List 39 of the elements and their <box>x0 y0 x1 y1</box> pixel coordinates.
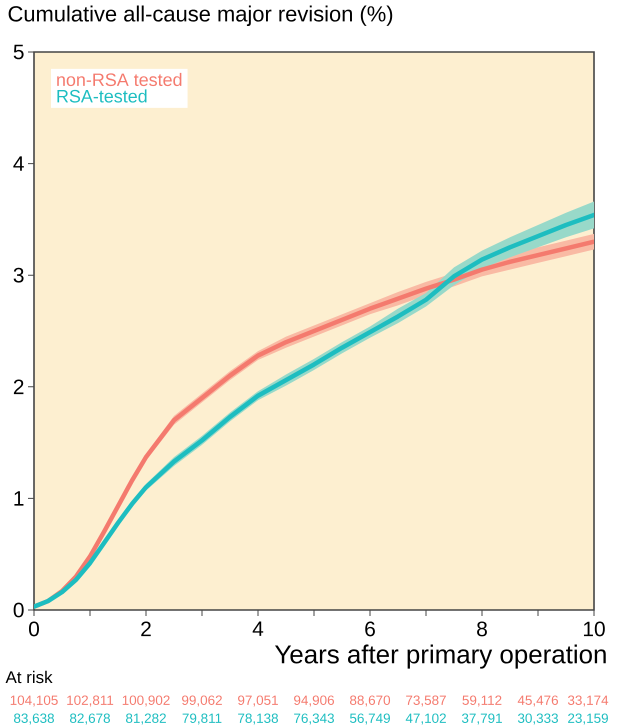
x-tick-label: 8 <box>477 622 487 636</box>
text: 99,062 <box>182 695 222 707</box>
text: non-RSA tested <box>57 72 182 86</box>
text: 97,051 <box>238 695 278 707</box>
x-axis-title: Years after primary operation <box>274 644 606 669</box>
text: 30,333 <box>518 713 558 725</box>
y-tick-label: 3 <box>14 268 24 283</box>
text: 76,343 <box>294 713 334 725</box>
text: 82,678 <box>70 713 110 725</box>
text: 81,282 <box>126 713 166 725</box>
text: 88,670 <box>350 695 390 707</box>
text: RSA-tested <box>57 89 147 103</box>
text: 79,811 <box>182 713 222 725</box>
text: 83,638 <box>14 713 54 725</box>
text: 102,811 <box>67 695 114 707</box>
x-tick-label: 0 <box>28 622 39 636</box>
text: 47,102 <box>406 713 446 725</box>
y-tick-label: 2 <box>14 379 24 394</box>
text: 45,476 <box>518 695 558 707</box>
text: 59,112 <box>462 695 502 707</box>
text: 23,159 <box>568 713 608 725</box>
y-tick-label: 1 <box>14 491 24 506</box>
text: 56,749 <box>350 713 390 725</box>
x-tick-label: 4 <box>252 622 264 636</box>
y-tick-label: 0 <box>14 602 24 618</box>
text: 100,902 <box>122 695 170 707</box>
y-axis-title: Cumulative all-cause major revision (%) <box>8 6 392 26</box>
text: 73,587 <box>406 695 446 707</box>
text: 33,174 <box>568 695 608 707</box>
text: 94,906 <box>294 695 334 707</box>
y-tick-label: 5 <box>14 44 24 60</box>
text: 37,791 <box>462 713 502 725</box>
text: 104,105 <box>10 695 58 707</box>
text: At risk <box>6 670 53 684</box>
y-tick-label: 4 <box>13 156 24 171</box>
x-tick-label: 2 <box>141 622 151 636</box>
x-tick-label: 6 <box>365 622 375 636</box>
text: 78,138 <box>238 713 278 725</box>
x-tick-label: 10 <box>584 622 605 636</box>
